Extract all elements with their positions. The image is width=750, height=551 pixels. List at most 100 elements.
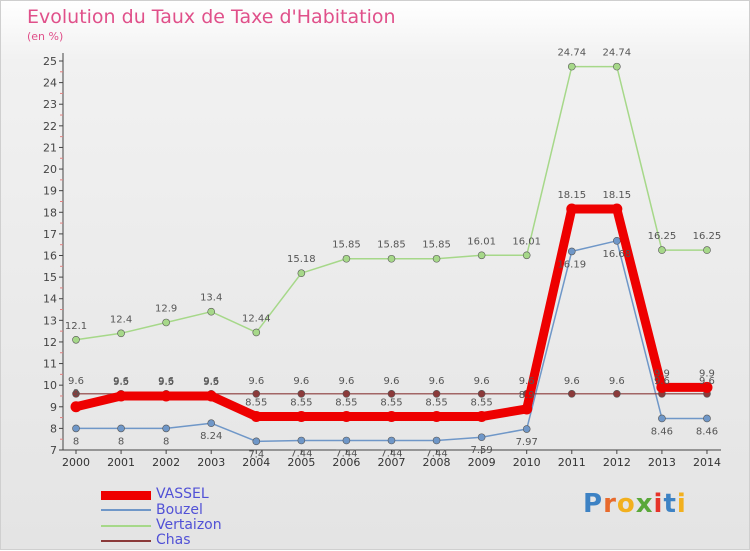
y-tick-label: 19 — [43, 185, 57, 198]
y-tick-label: 11 — [43, 358, 57, 371]
data-label-chas: 9.6 — [158, 376, 174, 387]
legend-swatch-vertaizon — [101, 525, 151, 527]
x-tick-label: 2009 — [468, 456, 496, 469]
x-tick-label: 2013 — [648, 456, 676, 469]
y-tick-label: 8 — [50, 422, 57, 435]
y-tick-label: 15 — [43, 271, 57, 284]
data-label-chas: 9.6 — [113, 376, 129, 387]
data-point-vertaizon — [207, 307, 216, 316]
data-point-vassel — [701, 381, 713, 393]
y-tick-label: 23 — [43, 98, 57, 111]
data-point-chas — [72, 390, 80, 398]
data-label-bouzel: 8 — [163, 436, 169, 447]
data-label-bouzel: 7.44 — [335, 448, 357, 459]
data-label-chas: 9.6 — [248, 376, 264, 387]
data-point-chas — [387, 390, 396, 398]
x-tick-label: 2000 — [62, 456, 90, 469]
data-point-bouzel — [703, 414, 711, 423]
data-label-chas: 9.6 — [564, 376, 580, 387]
data-label-vassel: 8.9 — [519, 390, 535, 401]
data-point-bouzel — [72, 424, 80, 433]
y-tick-label: 7 — [50, 444, 57, 457]
data-point-bouzel — [477, 433, 486, 442]
data-label-vertaizon: 15.18 — [287, 254, 316, 265]
data-label-bouzel: 16.19 — [557, 259, 586, 270]
data-label-vassel: 9.5 — [203, 377, 219, 388]
data-point-chas — [477, 390, 486, 398]
y-tick-label: 9 — [50, 401, 57, 414]
data-point-bouzel — [567, 247, 576, 256]
data-label-chas: 9.6 — [384, 376, 400, 387]
data-label-vassel: 18.15 — [603, 190, 632, 201]
data-label-bouzel: 16.68 — [603, 249, 632, 260]
x-tick-label: 2012 — [603, 456, 631, 469]
data-point-bouzel — [613, 237, 621, 245]
data-label-vassel: 8.55 — [245, 398, 267, 409]
data-label-vassel: 9.9 — [654, 368, 670, 379]
data-label-chas: 9.6 — [293, 376, 309, 387]
data-point-vassel — [340, 411, 352, 423]
data-point-bouzel — [297, 436, 306, 445]
data-point-vassel — [431, 411, 443, 423]
y-tick-label: 24 — [43, 77, 57, 90]
x-tick-label: 2007 — [377, 456, 405, 469]
data-label-vertaizon: 16.25 — [693, 231, 722, 242]
y-tick-label: 16 — [43, 250, 57, 263]
data-label-bouzel: 7.59 — [470, 445, 492, 456]
data-point-vertaizon — [477, 251, 486, 260]
data-point-bouzel — [117, 424, 125, 433]
data-label-chas: 9.6 — [429, 376, 445, 387]
chart-title: Evolution du Taux de Taxe d'Habitation — [27, 6, 396, 28]
data-point-chas — [297, 390, 306, 398]
data-label-vassel: 8.55 — [335, 398, 357, 409]
legend-label-chas: Chas — [156, 532, 191, 548]
data-point-vertaizon — [297, 269, 306, 278]
data-label-bouzel: 7.4 — [248, 449, 264, 460]
data-point-vassel — [385, 411, 397, 423]
data-label-vassel: 8.55 — [425, 398, 447, 409]
data-label-bouzel: 8.46 — [651, 426, 673, 437]
data-label-vertaizon: 24.74 — [603, 48, 632, 59]
data-label-vertaizon: 15.85 — [332, 240, 361, 251]
data-point-bouzel — [432, 436, 441, 445]
data-label-vertaizon: 12.44 — [242, 313, 271, 324]
x-tick-label: 2006 — [332, 456, 360, 469]
data-point-bouzel — [162, 424, 170, 433]
data-point-vertaizon — [252, 328, 261, 337]
legend-label-vassel: VASSEL — [156, 486, 209, 502]
data-point-vertaizon — [342, 254, 351, 263]
data-label-chas: 9.6 — [68, 376, 84, 387]
data-point-vertaizon — [567, 62, 576, 71]
data-label-bouzel: 7.44 — [290, 448, 312, 459]
data-label-chas: 9.6 — [699, 376, 715, 387]
data-label-bouzel: 7.97 — [516, 437, 538, 448]
y-tick-label: 10 — [43, 379, 57, 392]
data-point-chas — [567, 390, 576, 398]
data-label-vertaizon: 15.85 — [377, 240, 406, 251]
legend-label-vertaizon: Vertaizon — [156, 517, 222, 533]
x-tick-label: 2002 — [152, 456, 180, 469]
data-label-vertaizon: 12.9 — [155, 303, 177, 314]
data-point-vassel — [250, 411, 262, 423]
data-label-bouzel: 7.44 — [425, 448, 447, 459]
data-label-vassel: 8.55 — [290, 398, 312, 409]
data-label-bouzel: 8 — [118, 436, 124, 447]
x-tick-label: 2001 — [107, 456, 135, 469]
data-point-bouzel — [252, 437, 261, 446]
data-point-chas — [613, 390, 621, 398]
data-label-vertaizon: 24.74 — [557, 48, 586, 59]
data-point-vertaizon — [162, 318, 170, 327]
data-label-chas: 9.6 — [474, 376, 490, 387]
x-tick-label: 2005 — [287, 456, 315, 469]
data-label-vertaizon: 16.25 — [648, 231, 677, 242]
data-label-vassel: 9.5 — [113, 377, 129, 388]
data-point-vertaizon — [613, 62, 621, 71]
data-point-vertaizon — [117, 329, 125, 338]
chart-subtitle: (en %) — [27, 30, 64, 43]
data-point-vassel — [115, 390, 127, 402]
legend-swatch-vassel — [101, 491, 151, 500]
data-label-chas: 9.6 — [654, 376, 670, 387]
data-point-bouzel — [658, 414, 666, 423]
data-point-vassel — [205, 390, 217, 402]
